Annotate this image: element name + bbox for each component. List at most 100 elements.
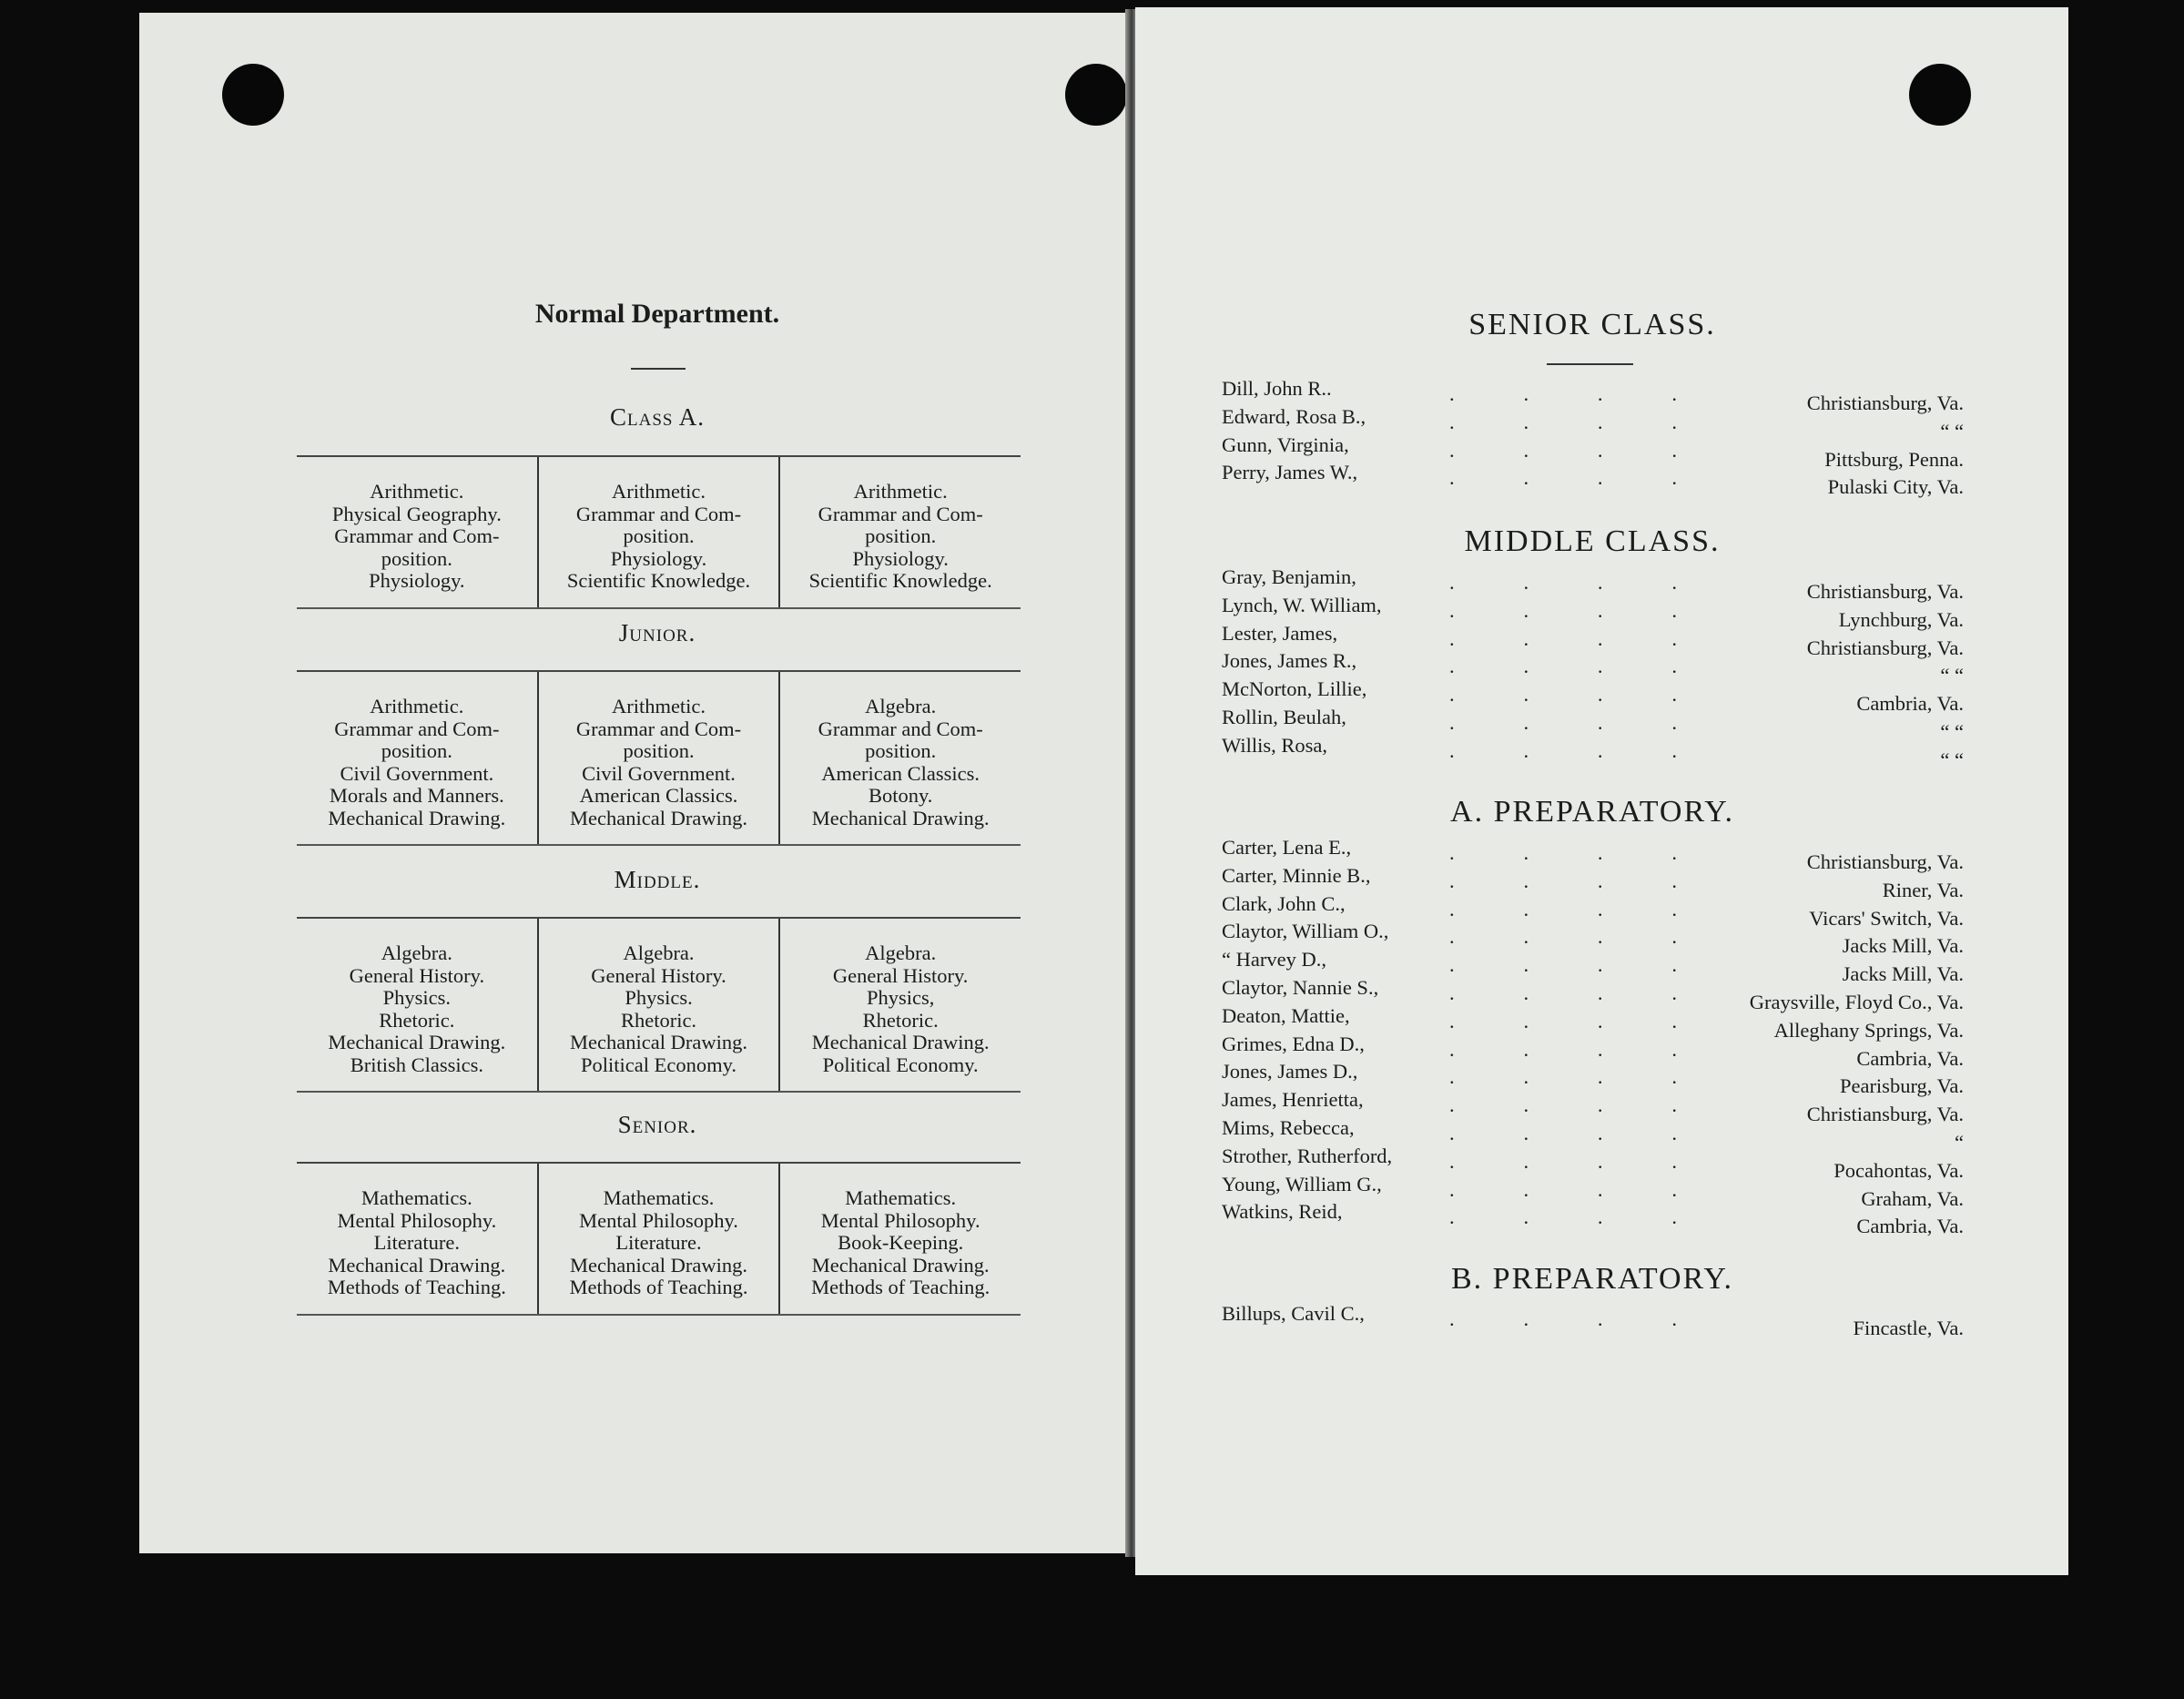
student-entry: Billups, Cavil C.,.... Fincastle, Va. — [1222, 1302, 1964, 1339]
subject: Mental Philosophy. — [579, 1208, 738, 1232]
subject: Algebra. — [381, 941, 452, 964]
subject: General History. — [349, 963, 485, 987]
subject: Methods of Teaching. — [569, 1276, 748, 1298]
subject: Rhetoric. — [379, 1008, 455, 1032]
subject: Mechanical Drawing. — [328, 1253, 506, 1277]
leader-dots: .... — [1449, 1037, 1677, 1061]
subject: Physics. — [625, 986, 693, 1009]
hometown: “ “ — [1940, 748, 1964, 771]
leader-dots: .... — [1449, 571, 1677, 594]
subject: Physics, — [866, 986, 935, 1009]
section-heading: Junior. — [618, 619, 696, 646]
student-name: Gray, Benjamin, — [1222, 565, 1356, 588]
page-title: Normal Department. — [534, 299, 780, 329]
leader-dots: .... — [1449, 1065, 1677, 1089]
leader-dots: .... — [1449, 410, 1677, 433]
student-name: Grimes, Edna D., — [1222, 1032, 1365, 1055]
leader-dots: .... — [1449, 897, 1677, 921]
student-entry: James, Henrietta,.... Christiansburg, Va. — [1222, 1088, 1964, 1125]
subject: Grammar and Com- — [818, 502, 983, 525]
student-name: Carter, Lena E., — [1222, 836, 1352, 859]
student-entry: Clark, John C.,.... Vicars' Switch, Va. — [1222, 891, 1964, 930]
student-name: Willis, Rosa, — [1222, 733, 1327, 757]
subject: position. — [381, 739, 452, 762]
curriculum-column: Algebra. General History. Physics. Rhetoric… — [297, 919, 539, 1091]
subject: Literature. — [373, 1231, 460, 1254]
leader-dots: .... — [1449, 738, 1677, 762]
subject: British Classics. — [350, 1053, 483, 1076]
subject: Grammar and Com- — [334, 524, 500, 547]
student-name: Clark, John C., — [1222, 891, 1346, 915]
leader-dots: .... — [1449, 382, 1677, 405]
class-heading: A. PREPARATORY. — [1450, 795, 1734, 829]
student-entry: Jones, James D.,.... Pearisburg, Va. — [1222, 1060, 1964, 1097]
leader-dots: .... — [1449, 711, 1677, 734]
hometown: Pulaski City, Va. — [1827, 475, 1964, 499]
right-page: SENIOR CLASS. Dill, John R...... Christian… — [1135, 7, 2068, 1575]
curriculum-table: Arithmetic. Grammar and Com-position. Civi… — [297, 670, 1021, 846]
subject: position. — [623, 524, 695, 547]
subject: position. — [865, 739, 937, 762]
hometown: Christiansburg, Va. — [1806, 636, 1964, 659]
subject: Rhetoric. — [620, 1008, 697, 1032]
subject: Morals and Manners. — [329, 784, 504, 807]
leader-dots: .... — [1449, 1122, 1677, 1145]
leader-dots: .... — [1449, 953, 1677, 977]
subject: Arithmetic. — [370, 695, 464, 717]
subject: Mathematics. — [603, 1186, 715, 1209]
curriculum-column: Mathematics. Mental Philosophy. Literature… — [297, 1164, 539, 1314]
student-entry: McNorton, Lillie,.... Cambria, Va. — [1222, 677, 1964, 715]
leader-dots: .... — [1449, 1009, 1677, 1033]
subject: American Classics. — [821, 761, 980, 785]
subject: Arithmetic. — [370, 480, 464, 503]
section-heading: Senior. — [617, 1111, 697, 1138]
subject: Grammar and Com- — [575, 502, 742, 525]
student-name: Strother, Rutherford, — [1222, 1144, 1393, 1167]
student-entry: Lynch, W. William,.... Lynchburg, Va. — [1222, 593, 1964, 631]
divider — [631, 368, 686, 370]
curriculum-column: Algebra. General History. Physics, Rhetoric… — [780, 919, 1021, 1091]
class-heading: B. PREPARATORY. — [1450, 1262, 1734, 1296]
subject: Algebra. — [865, 941, 937, 964]
hometown: Riner, Va. — [1882, 878, 1964, 901]
leader-dots: .... — [1449, 1177, 1677, 1201]
student-name: Perry, James W., — [1222, 461, 1358, 484]
class-heading: SENIOR CLASS. — [1468, 308, 1716, 341]
student-entry: Carter, Lena E.,.... Christiansburg, Va. — [1222, 836, 1964, 873]
punch-hole — [1909, 64, 1971, 126]
subject: Arithmetic. — [611, 695, 706, 717]
student-entry: Willis, Rosa,.... “ “ — [1222, 733, 1964, 771]
student-name: Young, William G., — [1222, 1172, 1382, 1195]
subject: American Classics. — [579, 784, 738, 807]
book-gutter — [1125, 9, 1138, 1557]
leader-dots: .... — [1449, 982, 1677, 1004]
student-entry: Lester, James,.... Christiansburg, Va. — [1222, 622, 1964, 659]
hometown: “ “ — [1940, 720, 1964, 743]
hometown: Christiansburg, Va. — [1806, 1103, 1964, 1126]
student-name: Lynch, W. William, — [1222, 593, 1382, 616]
student-name: Carter, Minnie B., — [1222, 863, 1371, 887]
student-entry: Mims, Rebecca,.... “ — [1222, 1116, 1964, 1154]
student-entry: Deaton, Mattie,.... Alleghany Springs, Va… — [1222, 1004, 1964, 1042]
student-entry: Strother, Rutherford,.... Pocahontas, Va. — [1222, 1144, 1964, 1182]
leader-dots: .... — [1449, 925, 1677, 949]
subject: Civil Government. — [340, 761, 494, 785]
student-name: James, Henrietta, — [1222, 1088, 1364, 1112]
subject: Scientific Knowledge. — [808, 569, 992, 592]
student-entry: Claytor, William O.,.... Jacks Mill, Va. — [1222, 920, 1964, 957]
student-entry: Grimes, Edna D.,.... Cambria, Va. — [1222, 1032, 1964, 1070]
curriculum-column: Arithmetic. Physical Geography. Grammar an… — [297, 457, 539, 607]
subject: Grammar and Com- — [575, 717, 742, 740]
student-entry: Perry, James W.,.... Pulaski City, Va. — [1222, 461, 1964, 498]
subject: Algebra. — [865, 695, 937, 717]
subject: Mechanical Drawing. — [570, 1031, 747, 1053]
hometown: Vicars' Switch, Va. — [1809, 906, 1964, 930]
subject: Mental Philosophy. — [820, 1208, 980, 1232]
subject: Methods of Teaching. — [327, 1276, 506, 1298]
leader-dots: .... — [1449, 655, 1677, 678]
subject: position. — [623, 739, 695, 762]
leader-dots: .... — [1449, 438, 1677, 462]
leader-dots: .... — [1449, 626, 1677, 650]
subject: Mathematics. — [845, 1186, 957, 1209]
student-entry: Dill, John R...... Christiansburg, Va. — [1222, 377, 1964, 414]
